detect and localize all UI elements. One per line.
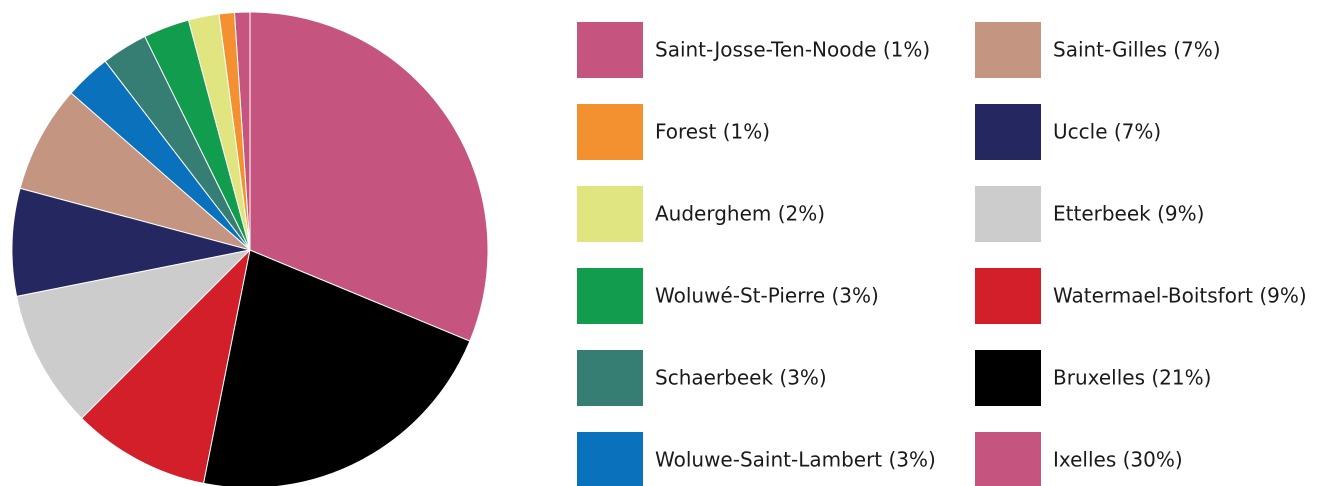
legend-label: Auderghem (2%): [655, 202, 825, 226]
legend-swatch: [577, 186, 643, 242]
legend-label: Schaerbeek (3%): [655, 366, 827, 390]
legend-label: Ixelles (30%): [1053, 448, 1183, 472]
pie-slice: [81, 248, 251, 485]
legend-swatch: [577, 104, 643, 160]
pie-slice: [249, 11, 489, 342]
legend-label: Etterbeek (9%): [1053, 202, 1204, 226]
legend-swatch: [975, 350, 1041, 406]
legend-label: Woluwé-St-Pierre (3%): [655, 284, 879, 308]
legend-swatch: [975, 268, 1041, 324]
legend-label: Saint-Gilles (7%): [1053, 38, 1221, 62]
pie-slice: [11, 187, 251, 298]
legend-label: Saint-Josse-Ten-Noode (1%): [655, 38, 930, 62]
pie-slice: [15, 249, 252, 419]
legend-swatch: [975, 104, 1041, 160]
legend-swatch: [975, 186, 1041, 242]
legend-label: Woluwe-Saint-Lambert (3%): [655, 448, 936, 472]
legend-swatch: [577, 22, 643, 78]
legend-label: Uccle (7%): [1053, 120, 1161, 144]
pie-slice: [202, 249, 471, 486]
legend-swatch: [577, 432, 643, 486]
legend-swatch: [975, 22, 1041, 78]
legend-label: Watermael-Boitsfort (9%): [1053, 284, 1307, 308]
legend-swatch: [577, 268, 643, 324]
legend-swatch: [975, 432, 1041, 486]
legend-swatch: [577, 350, 643, 406]
legend-label: Bruxelles (21%): [1053, 366, 1211, 390]
legend-label: Forest (1%): [655, 120, 770, 144]
pie-slice: [19, 92, 251, 251]
